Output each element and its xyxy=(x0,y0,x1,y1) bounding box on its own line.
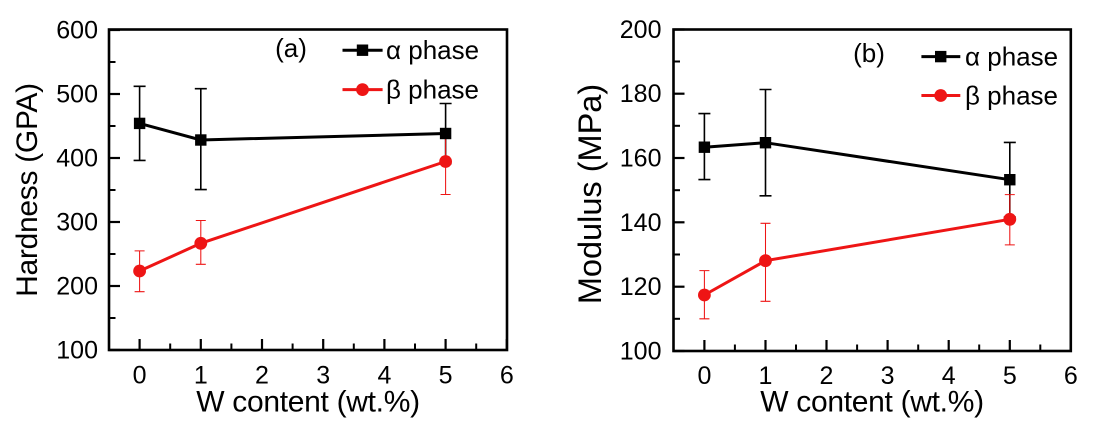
svg-text:Modulus (MPa): Modulus (MPa) xyxy=(572,84,608,304)
svg-text:2: 2 xyxy=(255,362,269,390)
svg-text:100: 100 xyxy=(56,337,98,365)
svg-text:100: 100 xyxy=(620,338,662,366)
svg-text:4: 4 xyxy=(377,362,391,390)
svg-text:160: 160 xyxy=(620,145,662,173)
svg-text:α phase: α phase xyxy=(386,35,479,65)
svg-text:(b): (b) xyxy=(853,38,885,68)
svg-text:(a): (a) xyxy=(275,33,307,63)
svg-text:Hardness (GPA): Hardness (GPA) xyxy=(11,83,44,297)
svg-text:140: 140 xyxy=(620,209,662,237)
svg-text:5: 5 xyxy=(439,362,453,390)
svg-text:5: 5 xyxy=(1003,362,1017,390)
svg-text:3: 3 xyxy=(881,362,895,390)
svg-text:300: 300 xyxy=(56,209,98,237)
svg-text:200: 200 xyxy=(56,273,98,301)
svg-text:α phase: α phase xyxy=(965,42,1058,72)
svg-text:4: 4 xyxy=(942,362,956,390)
svg-text:W content (wt.%): W content (wt.%) xyxy=(760,386,984,419)
svg-text:β phase: β phase xyxy=(965,81,1058,111)
svg-text:0: 0 xyxy=(697,362,711,390)
svg-text:1: 1 xyxy=(759,362,773,390)
svg-text:180: 180 xyxy=(620,80,662,108)
svg-text:120: 120 xyxy=(620,273,662,301)
svg-text:500: 500 xyxy=(56,81,98,109)
svg-text:β phase: β phase xyxy=(386,75,479,105)
svg-text:400: 400 xyxy=(56,145,98,173)
svg-text:600: 600 xyxy=(56,17,98,45)
svg-text:6: 6 xyxy=(500,362,514,390)
svg-text:W content (wt.%): W content (wt.%) xyxy=(196,386,420,419)
svg-text:0: 0 xyxy=(133,362,147,390)
svg-text:1: 1 xyxy=(194,362,208,390)
svg-text:3: 3 xyxy=(316,362,330,390)
svg-text:200: 200 xyxy=(620,16,662,44)
svg-text:2: 2 xyxy=(820,362,834,390)
svg-text:6: 6 xyxy=(1064,362,1078,390)
